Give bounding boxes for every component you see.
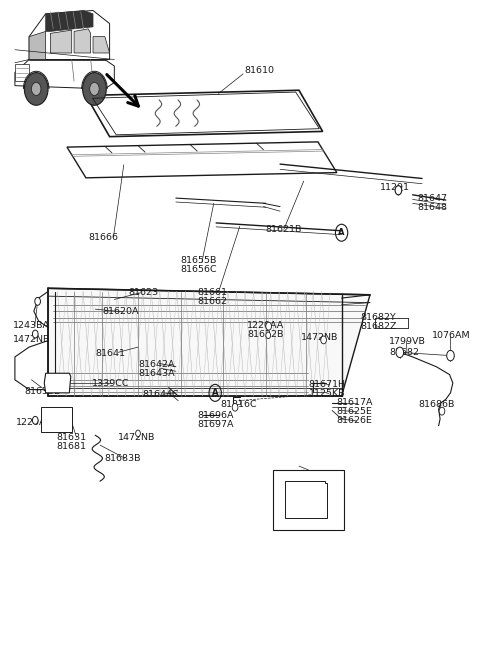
Text: 81617A: 81617A [337,398,373,407]
Circle shape [439,407,445,415]
Text: 81623: 81623 [129,288,159,297]
Text: 11291: 11291 [380,183,409,192]
Polygon shape [285,481,327,518]
Text: 81816C: 81816C [221,400,257,409]
Text: 81662: 81662 [197,297,227,306]
Circle shape [447,350,454,361]
Text: 81644C: 81644C [143,390,180,399]
Circle shape [35,297,40,305]
Text: 1472NB: 1472NB [118,433,156,442]
Polygon shape [86,90,323,137]
Circle shape [232,403,238,411]
Text: A: A [212,388,218,398]
Text: 81641: 81641 [96,349,125,358]
Text: 81656C: 81656C [180,265,217,274]
Polygon shape [50,30,72,53]
Text: 81610: 81610 [244,66,275,75]
Text: 81682: 81682 [389,348,419,358]
Text: 81642A: 81642A [138,360,175,369]
Bar [41,407,72,432]
Text: 1243BA: 1243BA [12,321,49,330]
Circle shape [266,332,271,339]
Text: 1472NB: 1472NB [301,333,339,342]
Text: 1799VB: 1799VB [389,337,426,346]
Polygon shape [74,29,91,53]
Text: 81625E: 81625E [337,407,373,417]
Polygon shape [15,60,114,89]
Text: 81622B: 81622B [247,330,283,339]
Polygon shape [44,373,71,393]
Text: 81655B: 81655B [180,256,217,265]
Polygon shape [67,142,337,178]
Text: 81620A: 81620A [103,307,139,316]
Polygon shape [48,288,370,396]
Text: 1220AB: 1220AB [16,418,53,427]
Text: 81661: 81661 [197,288,227,297]
Text: 81697A: 81697A [197,420,234,429]
Text: 81682Y: 81682Y [360,312,396,322]
Circle shape [33,330,38,338]
Circle shape [83,73,106,105]
Circle shape [396,347,404,358]
Circle shape [321,336,326,344]
Polygon shape [93,37,109,53]
Circle shape [266,322,272,330]
Polygon shape [46,10,93,31]
Polygon shape [29,10,109,60]
Text: 81681: 81681 [57,442,86,451]
Text: 81648: 81648 [417,204,447,212]
Text: 81621B: 81621B [266,225,302,234]
Circle shape [24,73,48,105]
Text: 81666: 81666 [88,233,118,242]
Circle shape [136,430,140,437]
Text: A: A [338,228,345,237]
Text: 81635B: 81635B [24,387,61,396]
Bar [273,470,344,530]
Text: 1472NB: 1472NB [12,335,50,344]
Text: 81675: 81675 [291,474,322,482]
Text: 81683B: 81683B [105,454,141,462]
Text: 81647: 81647 [417,195,447,203]
Circle shape [32,83,41,96]
Text: 1125KB: 1125KB [309,389,345,398]
Text: 1339CC: 1339CC [92,379,130,388]
Text: 81643A: 81643A [138,369,175,378]
Text: 81626E: 81626E [337,417,373,426]
Text: 1220AA: 1220AA [247,321,284,330]
Circle shape [33,417,38,424]
Text: 81686B: 81686B [418,400,455,409]
Text: 81696A: 81696A [197,411,234,420]
Circle shape [90,83,99,96]
Text: 81671H: 81671H [309,380,346,389]
Text: 81631: 81631 [57,433,87,442]
Circle shape [395,185,402,195]
Text: 81677: 81677 [279,496,309,505]
Text: 81682Z: 81682Z [360,322,397,331]
Polygon shape [15,64,29,81]
Text: 1076AM: 1076AM [432,331,470,341]
Polygon shape [29,31,46,60]
